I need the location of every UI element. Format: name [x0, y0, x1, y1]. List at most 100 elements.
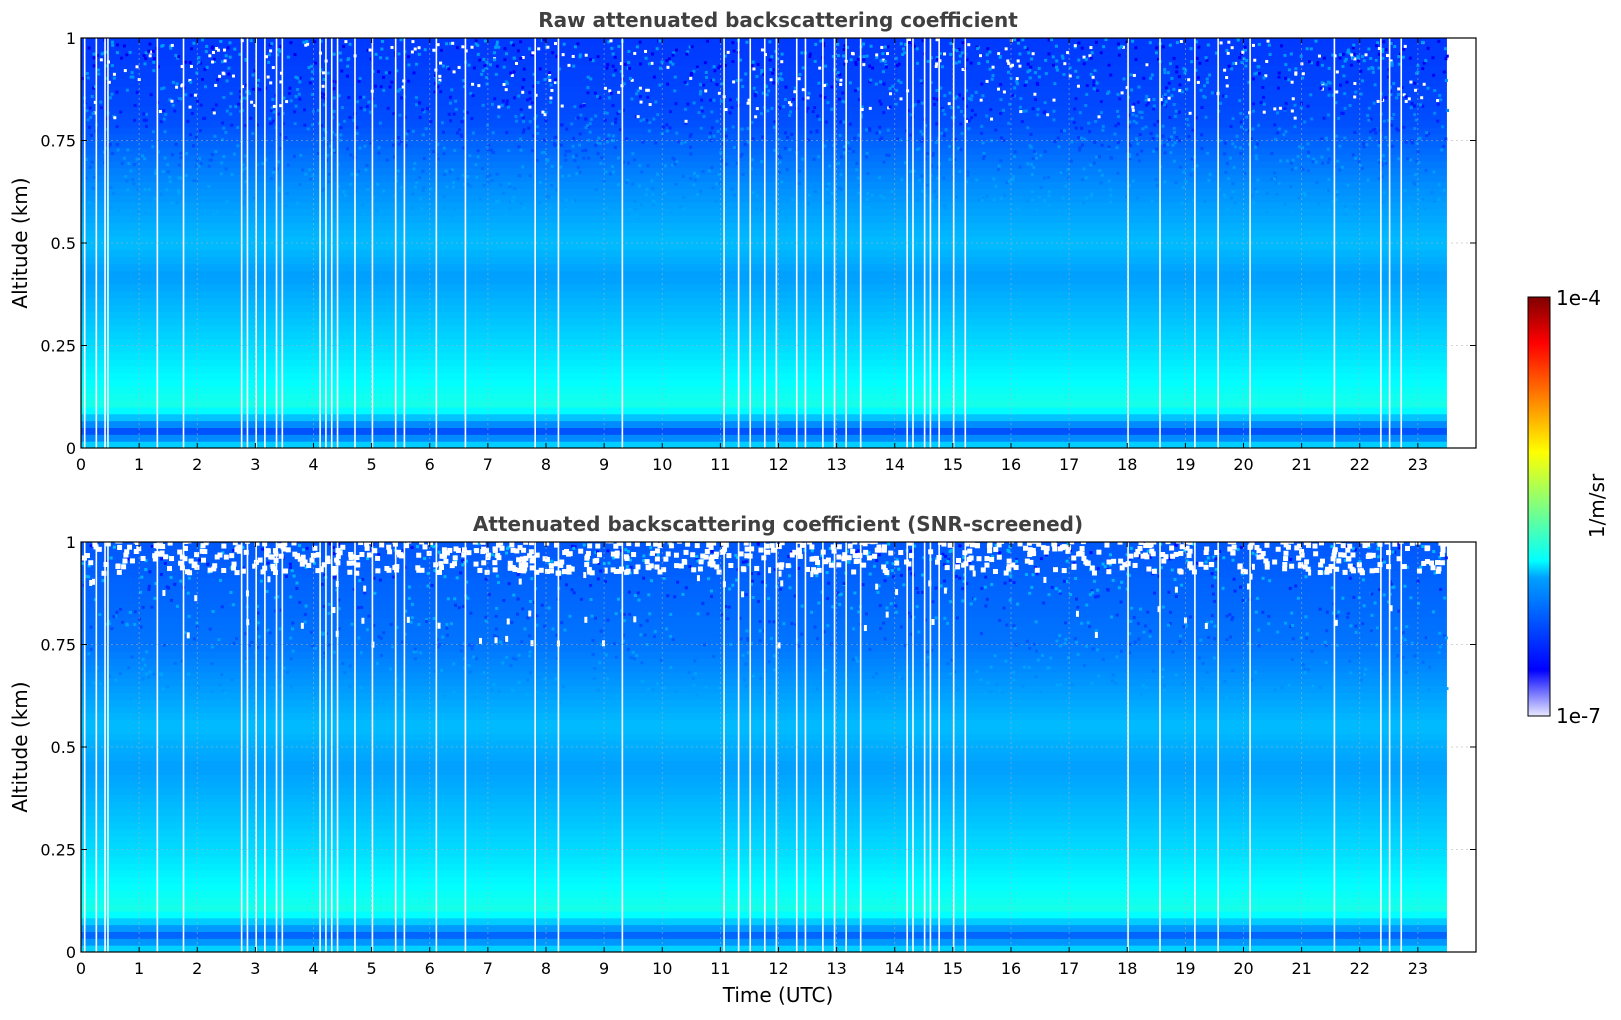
- heatmap-cell: [480, 72, 484, 76]
- heatmap-cell: [553, 80, 557, 84]
- heatmap-cell: [206, 562, 210, 566]
- screened-cell: [528, 610, 532, 617]
- heatmap-cell: [1353, 548, 1357, 552]
- heatmap-cell: [236, 102, 240, 106]
- heatmap-cell: [1146, 101, 1150, 105]
- heatmap-cell: [1072, 561, 1076, 565]
- heatmap-cell: [1304, 615, 1308, 619]
- heatmap-cell: [886, 45, 890, 49]
- screened-cell: [395, 549, 401, 555]
- heatmap-cell: [912, 169, 916, 173]
- heatmap-cell: [407, 63, 411, 67]
- heatmap-cell: [720, 613, 724, 617]
- heatmap-cell: [256, 700, 260, 704]
- heatmap-cell: [1236, 547, 1240, 551]
- heatmap-cell: [1286, 218, 1290, 222]
- heatmap-cell: [851, 52, 855, 56]
- heatmap-cell: [689, 132, 693, 136]
- heatmap-cell: [1006, 59, 1010, 63]
- heatmap-cell: [1284, 63, 1288, 67]
- heatmap-cell: [548, 205, 552, 209]
- heatmap-cell: [1055, 68, 1059, 72]
- x-tick-label: 18: [1117, 455, 1137, 474]
- heatmap-cell: [207, 185, 211, 189]
- heatmap-cell: [1252, 77, 1256, 81]
- screened-cell: [1304, 559, 1310, 565]
- screened-cell: [443, 558, 449, 564]
- heatmap-cell: [310, 64, 314, 68]
- heatmap-cell: [894, 56, 898, 60]
- screened-cell: [1440, 543, 1446, 549]
- heatmap-cell: [1098, 168, 1102, 172]
- heatmap-cell: [915, 605, 919, 609]
- screened-cell: [212, 563, 218, 569]
- heatmap-cell: [602, 179, 606, 183]
- heatmap-cell: [988, 67, 992, 71]
- heatmap-cell: [878, 138, 882, 142]
- heatmap-cell: [584, 117, 588, 121]
- heatmap-cell: [717, 173, 721, 177]
- heatmap-cell: [1170, 94, 1174, 98]
- heatmap-cell: [1009, 64, 1013, 68]
- heatmap-cell: [1444, 636, 1448, 640]
- heatmap-cell: [179, 156, 183, 160]
- heatmap-cell: [1166, 143, 1170, 147]
- heatmap-cell: [860, 113, 864, 117]
- heatmap-cell: [497, 45, 501, 49]
- heatmap-cell: [885, 606, 889, 610]
- heatmap-cell: [188, 105, 192, 109]
- screened-cell: [1317, 570, 1323, 576]
- heatmap-cell: [1032, 166, 1036, 170]
- heatmap-cell: [302, 40, 306, 44]
- screened-cell: [697, 566, 703, 572]
- heatmap-cell: [555, 188, 559, 192]
- heatmap-cell: [413, 185, 417, 189]
- heatmap-cell: [342, 190, 346, 194]
- screened-cell: [1356, 562, 1362, 568]
- heatmap-cell: [1324, 661, 1328, 665]
- screened-cell: [529, 558, 535, 564]
- heatmap-cell: [1196, 80, 1200, 84]
- heatmap-cell: [760, 160, 764, 164]
- heatmap-cell: [845, 549, 849, 553]
- heatmap-cell: [339, 133, 343, 137]
- screened-cell: [1324, 569, 1330, 575]
- heatmap-cell: [572, 64, 576, 68]
- heatmap-cell: [1415, 159, 1419, 163]
- heatmap-cell: [220, 161, 224, 165]
- heatmap-cell: [461, 173, 465, 177]
- screened-cell: [530, 640, 534, 647]
- heatmap-cell: [646, 164, 650, 168]
- heatmap-cell: [638, 40, 642, 44]
- screened-cell: [908, 553, 914, 559]
- heatmap-cell: [169, 598, 173, 602]
- heatmap-cell: [1410, 101, 1414, 105]
- heatmap-cell: [304, 604, 308, 608]
- heatmap-cell: [267, 53, 271, 57]
- heatmap-cell: [594, 114, 598, 118]
- screened-cell: [1034, 567, 1040, 573]
- heatmap-cell: [935, 98, 939, 102]
- screened-cell: [1264, 542, 1270, 548]
- heatmap-cell: [293, 122, 297, 126]
- screened-cell: [559, 559, 565, 565]
- heatmap-cell: [789, 103, 793, 107]
- heatmap-cell: [770, 55, 774, 59]
- heatmap-cell: [1065, 559, 1069, 563]
- screened-cell: [1264, 561, 1270, 567]
- screened-cell: [1359, 538, 1365, 544]
- heatmap-cell: [495, 43, 499, 47]
- heatmap-cell: [908, 38, 912, 42]
- screened-cell: [1275, 546, 1281, 552]
- heatmap-cell: [973, 597, 977, 601]
- heatmap-cell: [912, 45, 916, 49]
- heatmap-cell: [1372, 210, 1376, 214]
- screened-cell: [544, 540, 550, 546]
- heatmap-cell: [619, 217, 623, 221]
- heatmap-cell: [686, 50, 690, 54]
- heatmap-cell: [319, 124, 323, 128]
- heatmap-cell: [1028, 144, 1032, 148]
- screened-cell: [347, 569, 353, 575]
- heatmap-cell: [736, 205, 740, 209]
- heatmap-cell: [772, 620, 776, 624]
